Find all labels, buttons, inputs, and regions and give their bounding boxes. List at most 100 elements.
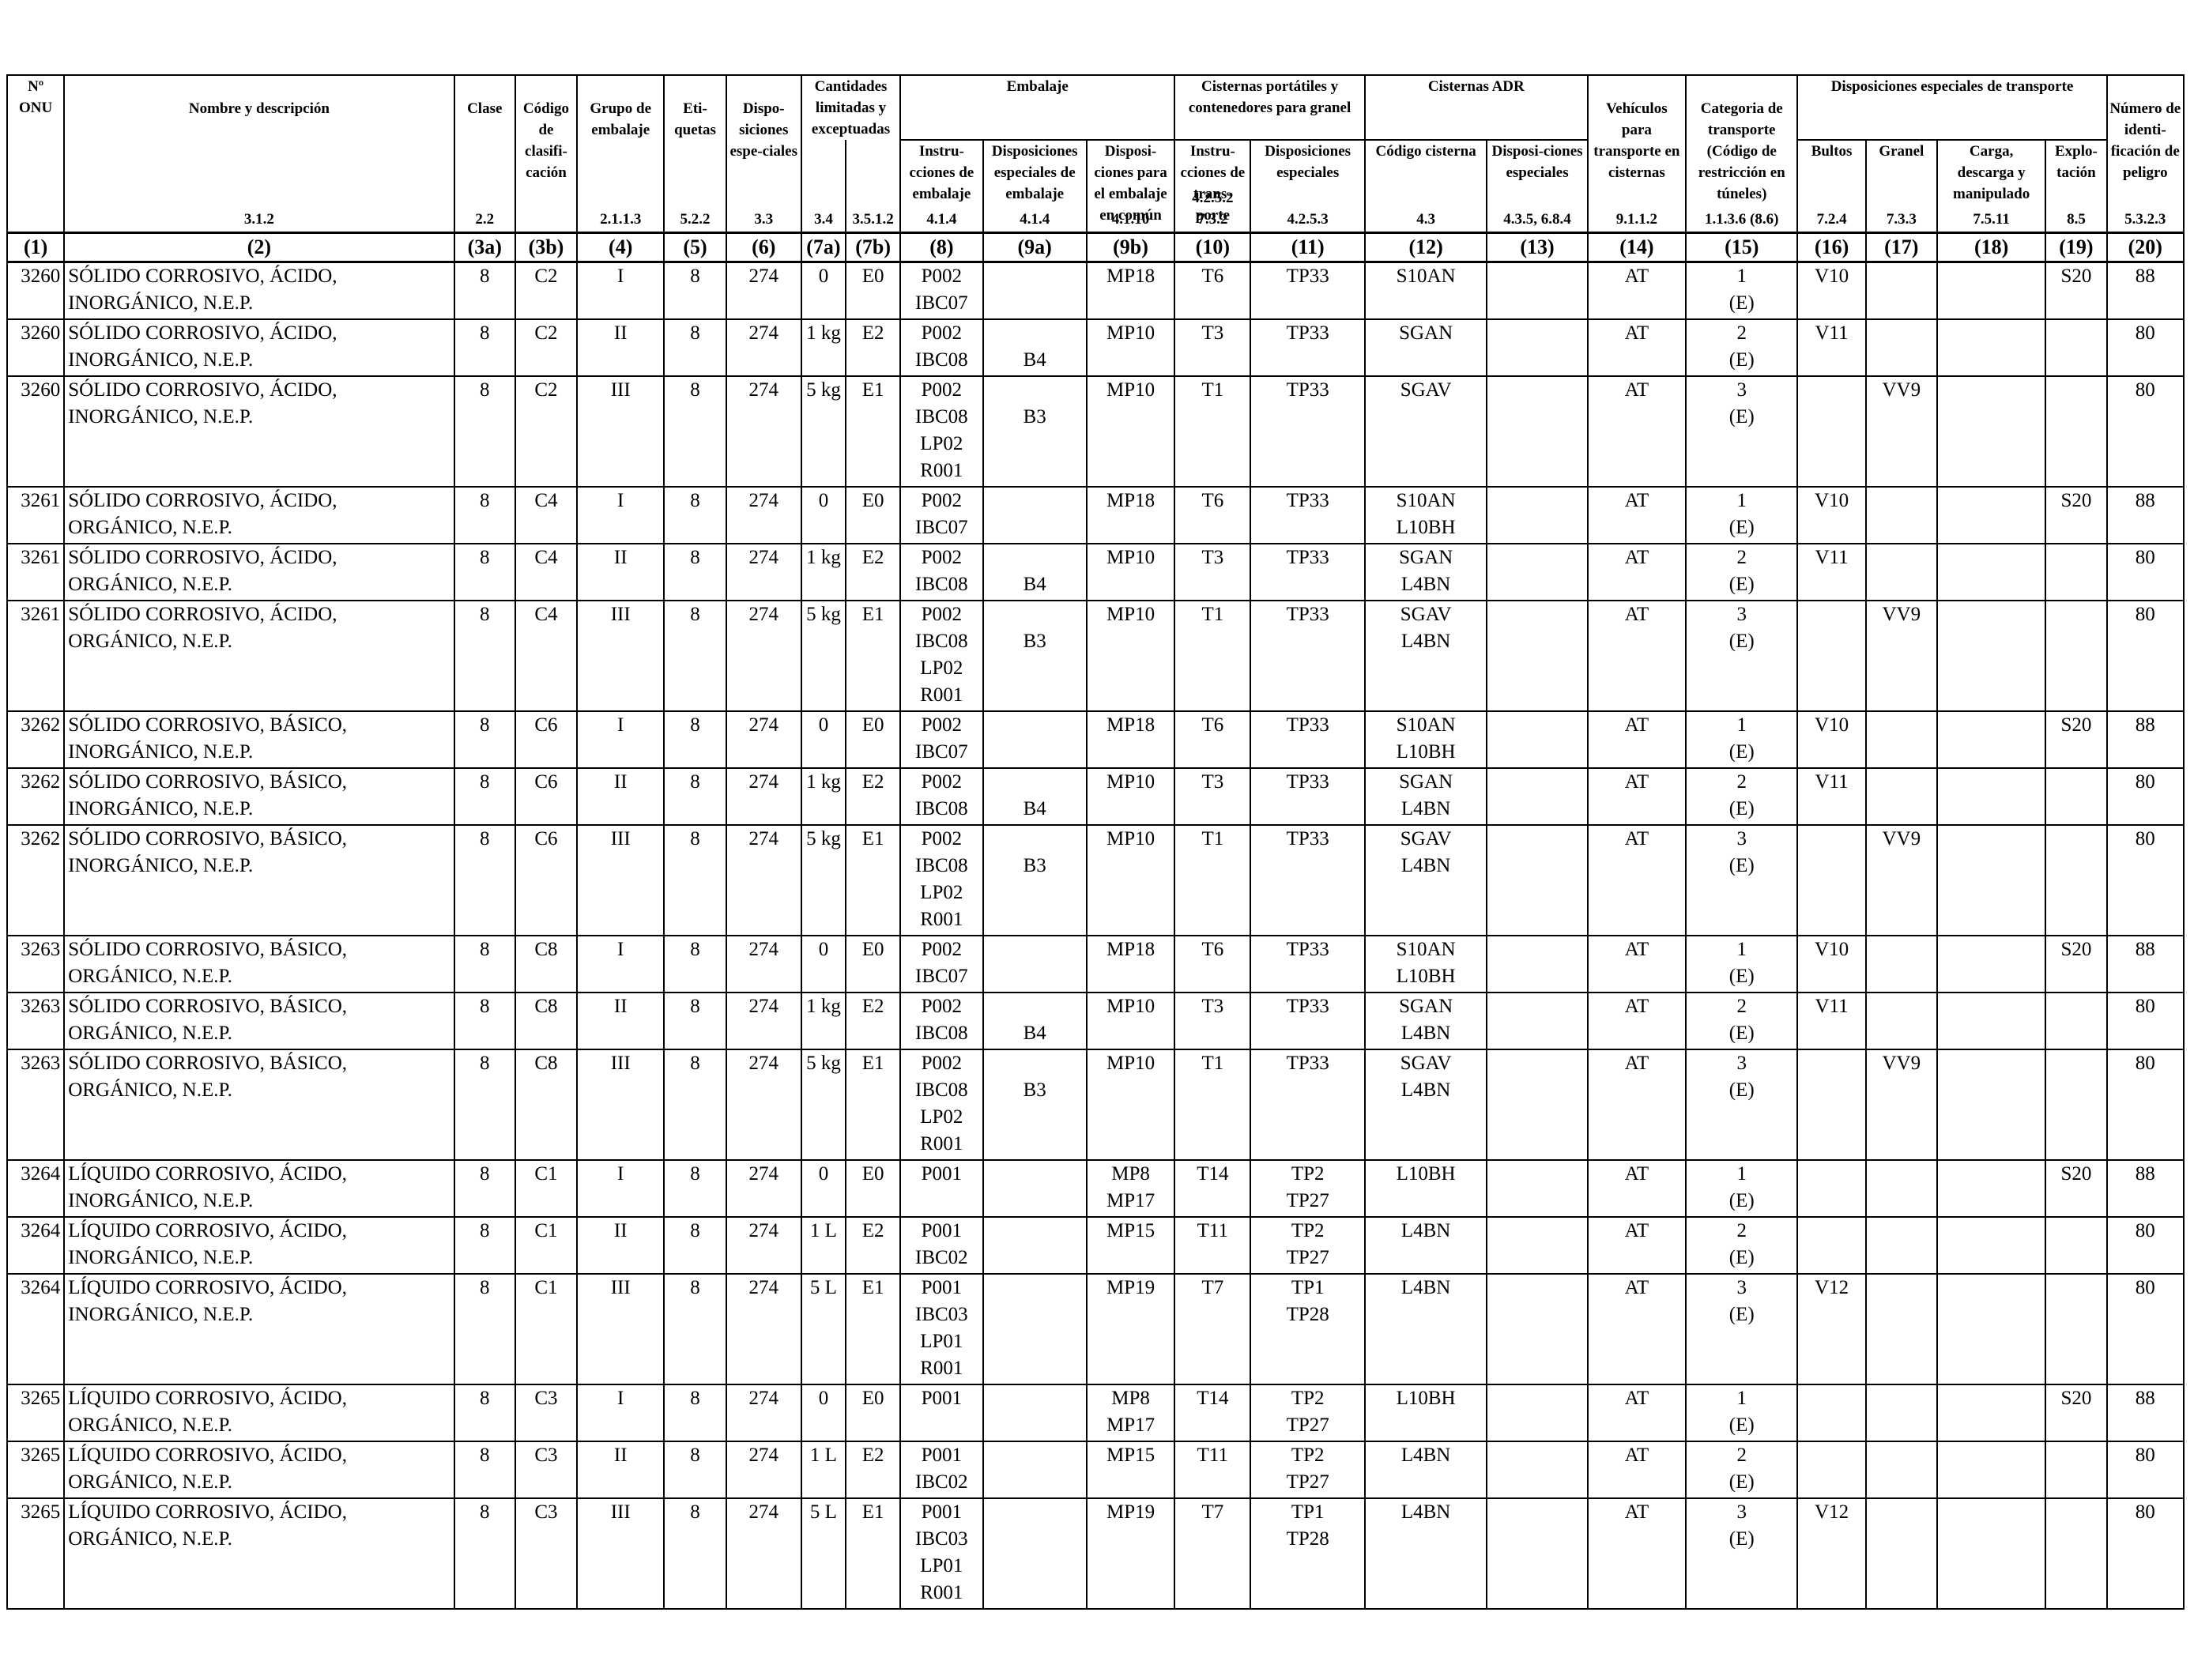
disp-embalaje-cell [982, 261, 1088, 320]
name-cell: LÍQUIDO CORROSIVO, ÁCIDO, ORGÁNICO, N.E.P… [63, 1383, 455, 1442]
table-row: 3265 LÍQUIDO CORROSIVO, ÁCIDO, ORGÁNICO, N… [6, 1383, 2185, 1442]
header-clase: Clase 2.2 [453, 74, 516, 233]
categoria-cell: 3 (E) [1685, 375, 1799, 488]
disp-adr-cell [1486, 375, 1589, 488]
granel-cell: VV9 [1864, 823, 1938, 936]
ref-17: 7.3.3 [1886, 211, 1917, 228]
instruccion-transporte-cell: T1 [1174, 599, 1252, 712]
disposiciones-cell: 274 [725, 823, 802, 936]
codigo-cisterna-cell: SGAN [1363, 318, 1488, 377]
etiquetas-cell: 8 [663, 318, 727, 377]
cantidad-limitada-cell: 0 [800, 1158, 847, 1218]
vehiculo-cell: AT [1586, 1497, 1687, 1610]
cantidad-limitada-cell: 0 [800, 485, 847, 544]
embalaje-comun-cell: MP10 [1085, 991, 1176, 1050]
header-cisternas-portatiles: Cisternas portátiles y contenedores para… [1174, 74, 1366, 141]
instruccion-embalaje-cell: P002 IBC08 LP02 R001 [899, 1048, 984, 1161]
embalaje-comun-cell: MP19 [1085, 1497, 1176, 1610]
granel-cell [1864, 485, 1938, 544]
etiquetas-cell: 8 [663, 1215, 727, 1275]
etiquetas-cell: 8 [663, 991, 727, 1050]
instruccion-embalaje-cell: P002 IBC07 [899, 710, 984, 769]
vehiculo-cell: AT [1586, 767, 1687, 826]
name-cell: SÓLIDO CORROSIVO, BÁSICO, ORGÁNICO, N.E.P… [63, 991, 455, 1050]
vehiculo-cell: AT [1586, 991, 1687, 1050]
header-embalaje: Embalaje [899, 74, 1176, 141]
codigo-cell: C2 [514, 375, 579, 488]
bultos-cell: V11 [1796, 991, 1867, 1050]
instruccion-transporte-cell: T1 [1174, 1048, 1252, 1161]
header-cisternas-adr: Cisternas ADR [1363, 74, 1589, 141]
disposiciones-cell: 274 [725, 767, 802, 826]
table-body: 3260 SÓLIDO CORROSIVO, ÁCIDO, INORGÁNICO, … [6, 261, 2185, 1610]
clase-cell: 8 [453, 1272, 516, 1385]
disp-cisterna-cell: TP2 TP27 [1250, 1215, 1366, 1275]
header-etiquetas: Eti-quetas 5.2.2 [663, 74, 727, 233]
grupo-cell: I [576, 1158, 665, 1218]
embalaje-comun-cell: MP10 [1085, 1048, 1176, 1161]
table-row: 3264 LÍQUIDO CORROSIVO, ÁCIDO, INORGÁNICO,… [6, 1158, 2185, 1218]
embalaje-comun-cell: MP18 [1085, 934, 1176, 993]
codigo-cell: C4 [514, 485, 579, 544]
column-number: (9a) [982, 232, 1088, 263]
header-7b: 3.5.1.2 [845, 140, 902, 233]
ref-15: 1.1.3.6 (8.6) [1705, 211, 1779, 228]
onu-cell: 3261 [6, 599, 66, 712]
cantidad-exceptuada-cell: E1 [845, 375, 902, 488]
clase-cell: 8 [453, 710, 516, 769]
cantidad-exceptuada-cell: E1 [845, 823, 902, 936]
disp-cisterna-cell: TP33 [1250, 375, 1366, 488]
cantidad-limitada-cell: 5 kg [800, 375, 847, 488]
explotacion-cell [2045, 991, 2108, 1050]
instruccion-embalaje-cell: P001 IBC02 [899, 1215, 984, 1275]
onu-cell: 3265 [6, 1440, 66, 1499]
instruccion-embalaje-cell: P001 [899, 1383, 984, 1442]
categoria-cell: 2 (E) [1685, 318, 1799, 377]
disp-cisterna-cell: TP33 [1250, 710, 1366, 769]
disposiciones-cell: 274 [725, 991, 802, 1050]
carga-cell [1936, 1497, 2047, 1610]
clase-cell: 8 [453, 261, 516, 320]
clase-cell: 8 [453, 375, 516, 488]
disp-embalaje-cell [982, 934, 1088, 993]
header-vehiculos: Vehículos para transporte en cisternas 9… [1586, 74, 1687, 233]
name-cell: SÓLIDO CORROSIVO, ÁCIDO, INORGÁNICO, N.E.… [63, 375, 455, 488]
instruccion-embalaje-cell: P002 IBC07 [899, 485, 984, 544]
header-codigo-cisterna: Código cisterna 4.3 [1363, 139, 1488, 233]
column-number: (12) [1363, 232, 1488, 263]
cantidad-exceptuada-cell: E0 [845, 1158, 902, 1218]
codigo-cisterna-cell: SGAN L4BN [1363, 767, 1488, 826]
etiquetas-cell: 8 [663, 1440, 727, 1499]
disp-adr-cell [1486, 1048, 1589, 1161]
name-cell: SÓLIDO CORROSIVO, BÁSICO, INORGÁNICO, N.E… [63, 767, 455, 826]
vehiculo-cell: AT [1586, 1383, 1687, 1442]
disp-adr-cell [1486, 1383, 1589, 1442]
cantidad-exceptuada-cell: E2 [845, 1440, 902, 1499]
codigo-cell: C6 [514, 767, 579, 826]
column-number: (17) [1864, 232, 1938, 263]
disp-adr-cell [1486, 991, 1589, 1050]
disp-embalaje-cell: B4 [982, 767, 1088, 826]
table-row: 3262 SÓLIDO CORROSIVO, BÁSICO, INORGÁNICO,… [6, 710, 2185, 769]
carga-cell [1936, 375, 2047, 488]
clase-cell: 8 [453, 1497, 516, 1610]
bultos-cell [1796, 599, 1867, 712]
clase-cell: 8 [453, 542, 516, 601]
etiquetas-cell: 8 [663, 599, 727, 712]
table-row: 3260 SÓLIDO CORROSIVO, ÁCIDO, INORGÁNICO, … [6, 261, 2185, 320]
categoria-cell: 1 (E) [1685, 1158, 1799, 1218]
cantidad-exceptuada-cell: E1 [845, 1048, 902, 1161]
granel-cell: VV9 [1864, 375, 1938, 488]
etiquetas-cell: 8 [663, 934, 727, 993]
grupo-cell: III [576, 823, 665, 936]
cantidad-exceptuada-cell: E1 [845, 1497, 902, 1610]
disposiciones-cell: 274 [725, 375, 802, 488]
disp-adr-cell [1486, 542, 1589, 601]
instruccion-transporte-cell: T11 [1174, 1440, 1252, 1499]
disp-adr-cell [1486, 823, 1589, 936]
header-categoria: Categoria de transporte (Código de restr… [1685, 74, 1799, 233]
disp-embalaje-cell [982, 1383, 1088, 1442]
vehiculo-cell: AT [1586, 1215, 1687, 1275]
etiquetas-cell: 8 [663, 767, 727, 826]
table-row: 3260 SÓLIDO CORROSIVO, ÁCIDO, INORGÁNICO, … [6, 318, 2185, 377]
